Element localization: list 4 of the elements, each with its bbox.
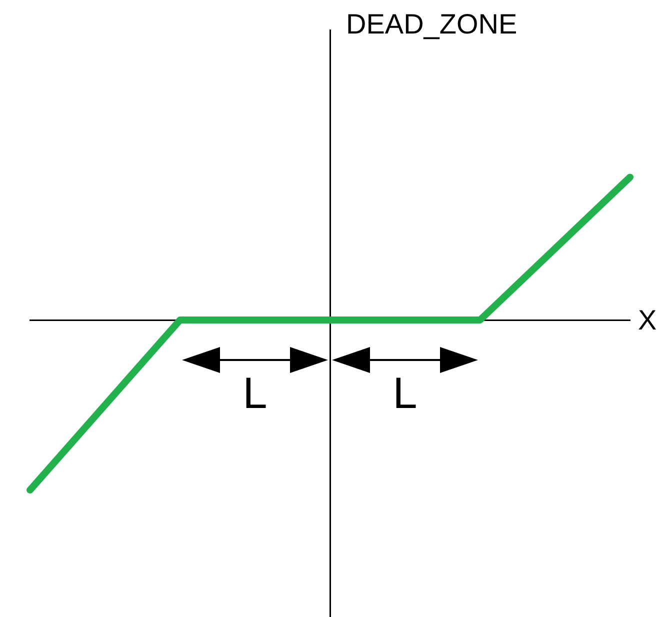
x-axis-title: X: [638, 304, 657, 336]
annotation: L: [242, 369, 268, 418]
y-axis-title: DEAD_ZONE: [346, 8, 518, 40]
annotation: L: [392, 369, 418, 418]
